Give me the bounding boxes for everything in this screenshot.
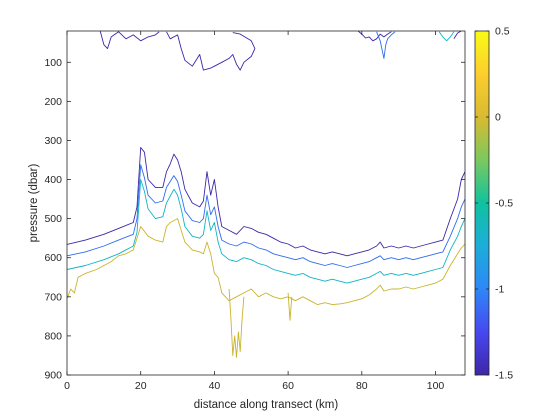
y-axis-label: pressure (dbar) <box>28 164 40 243</box>
y-tick-label: 400 <box>44 174 62 186</box>
x-tick-label: 20 <box>135 380 147 392</box>
y-axis-ticks: 100 200 300 400 500 600 700 800 900 <box>44 57 465 382</box>
contour-line-3-1 <box>228 288 245 358</box>
x-tick-label: 100 <box>427 380 445 392</box>
x-tick-label: 0 <box>64 380 70 392</box>
y-tick-label: 900 <box>44 370 62 382</box>
colorbar-tick-label: 0.5 <box>495 26 510 38</box>
contour-line-2-1 <box>438 31 455 42</box>
x-tick-label: 40 <box>209 380 221 392</box>
contour-line-1-1 <box>376 31 396 59</box>
plot-background <box>67 31 465 375</box>
plot-frame <box>66 30 466 376</box>
x-tick-label: 60 <box>282 380 294 392</box>
colorbar-ticks: 0.5 0 -0.5 -1 -1.5 <box>475 26 513 382</box>
x-axis-label: distance along transect (km) <box>194 399 339 411</box>
contour-line-0-4 <box>453 31 462 40</box>
y-tick-label: 500 <box>44 213 62 225</box>
y-tick-label: 700 <box>44 291 62 303</box>
contour-line-1-0 <box>67 164 465 268</box>
contour-line-2-0 <box>67 179 465 284</box>
y-tick-label: 600 <box>44 252 62 264</box>
y-tick-label: 800 <box>44 330 62 342</box>
contour-line-0-3 <box>357 31 392 42</box>
x-tick-label: 80 <box>356 380 368 392</box>
colorbar-tick-label: -0.5 <box>495 198 513 210</box>
colorbar-tick-label: 0 <box>495 112 501 124</box>
colorbar-tick-label: -1.5 <box>495 370 513 382</box>
contour-line-0-1 <box>99 31 160 50</box>
contour-line-3-2 <box>287 292 293 321</box>
contour-line-3-0 <box>67 218 465 306</box>
y-tick-label: 300 <box>44 135 62 147</box>
x-axis-ticks: 0 20 40 60 80 100 <box>64 31 444 392</box>
y-tick-label: 200 <box>44 96 62 108</box>
contour-line-0-0 <box>67 147 465 257</box>
colorbar-tick-label: -1 <box>495 284 504 296</box>
contour-lines <box>67 31 465 358</box>
y-tick-label: 100 <box>44 57 62 69</box>
contour-line-0-2 <box>166 31 256 71</box>
